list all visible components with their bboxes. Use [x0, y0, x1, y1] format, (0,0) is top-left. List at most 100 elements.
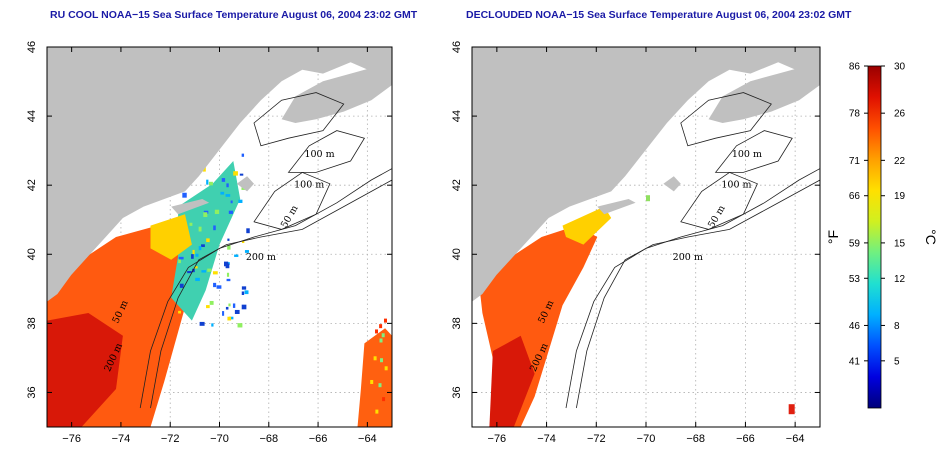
- bathymetry-contour: [565, 168, 820, 409]
- bathymetry-contour: [680, 171, 758, 230]
- sst-speckle: [182, 192, 187, 198]
- bathymetry-contour: [253, 92, 345, 147]
- lon-tick-label: −72: [161, 433, 180, 445]
- lon-tick-label: −72: [587, 433, 606, 445]
- sst-speckle: [230, 200, 233, 204]
- sst-speckle: [206, 179, 209, 185]
- lat-tick-label: 46: [451, 41, 463, 53]
- sst-speckle: [207, 268, 212, 272]
- sst-east-field: [357, 328, 392, 427]
- sst-hot-field: [489, 335, 535, 427]
- fahrenheit-tick-label: 41: [849, 356, 861, 367]
- sst-speckle: [381, 333, 385, 338]
- fahrenheit-tick-label: 66: [849, 191, 861, 202]
- sst-hot-field: [47, 313, 123, 427]
- bathymetry-contour: [714, 130, 793, 173]
- lon-tick-label: −76: [62, 433, 81, 445]
- sst-speckle: [241, 304, 247, 310]
- sst-speckle: [178, 258, 181, 264]
- sst-speckle: [232, 303, 236, 308]
- sst-speckle: [234, 254, 239, 257]
- sst-speckle: [178, 256, 184, 260]
- bathymetry-contour: [680, 92, 772, 147]
- sst-speckle: [202, 166, 206, 172]
- colorbar-gradient: [867, 65, 882, 409]
- fahrenheit-tick-label: 78: [849, 109, 861, 120]
- lat-tick-label: 44: [26, 110, 38, 122]
- contour-label: 100 m: [304, 149, 334, 160]
- sst-speckle: [227, 245, 231, 250]
- sst-speckle: [233, 171, 238, 176]
- sst-speckle: [194, 266, 198, 269]
- land-corner: [472, 47, 486, 78]
- celsius-tick-label: 15: [894, 238, 906, 249]
- lat-tick-label: 42: [26, 179, 38, 191]
- lat-tick-label: 36: [451, 386, 463, 398]
- sst-speckle: [226, 278, 231, 282]
- lat-tick-label: 38: [451, 317, 463, 329]
- sst-speckle: [213, 282, 217, 288]
- sst-speckle: [646, 195, 650, 202]
- land-long-island: [597, 199, 636, 215]
- sst-speckle: [234, 309, 240, 314]
- lon-tick-label: −68: [686, 433, 705, 445]
- celsius-tick-label: 22: [894, 156, 906, 167]
- lat-tick-label: 40: [26, 248, 38, 260]
- sst-speckle: [379, 324, 383, 329]
- fahrenheit-tick-label: 46: [849, 321, 861, 332]
- land-corner: [47, 47, 61, 78]
- contour-label: 100 m: [721, 180, 751, 191]
- land-mass: [472, 47, 820, 302]
- sst-speckle: [206, 238, 210, 243]
- sst-speckle: [241, 286, 247, 290]
- bathymetry-contour: [139, 168, 392, 409]
- lon-tick-label: −70: [637, 433, 656, 445]
- sst-speckle: [195, 277, 200, 282]
- sst-speckle: [198, 246, 202, 251]
- sst-speckle: [208, 181, 213, 186]
- sst-speckle: [379, 338, 383, 343]
- sst-speckle: [370, 379, 374, 384]
- celsius-unit-label: °C: [923, 229, 939, 245]
- celsius-tick-label: 19: [894, 191, 906, 202]
- sst-speckle: [201, 244, 205, 248]
- sst-speckle: [378, 383, 382, 388]
- sst-speckle: [382, 397, 386, 402]
- lat-tick-label: 40: [451, 248, 463, 260]
- celsius-tick-label: 5: [894, 356, 900, 367]
- sst-speckle: [246, 228, 250, 234]
- sst-speckle: [211, 323, 214, 327]
- sst-speckle: [226, 272, 230, 277]
- sst-mid-field: [150, 214, 192, 260]
- sst-speckle: [379, 358, 383, 363]
- lon-tick-label: −64: [358, 433, 377, 445]
- sst-speckle: [383, 318, 387, 323]
- fahrenheit-tick-label: 71: [849, 156, 861, 167]
- sst-speckle: [227, 316, 232, 321]
- lon-tick-label: −66: [309, 433, 328, 445]
- lon-tick-label: −68: [259, 433, 278, 445]
- fahrenheit-unit-label: °F: [825, 230, 841, 244]
- sst-speckle: [220, 191, 225, 195]
- land-nova-scotia: [708, 66, 820, 123]
- sst-speckle: [198, 226, 202, 232]
- sst-speckle: [375, 409, 379, 414]
- sst-speckle: [237, 323, 243, 328]
- temperature-colorbar: 86 30 78 26 71 22 66 19 59 15 53 12 46 8 41 5 °F °C: [825, 62, 939, 409]
- sst-speckle: [241, 240, 245, 244]
- sst-speckle: [238, 199, 243, 203]
- sst-speckle: [203, 212, 208, 218]
- sst-speckle: [241, 187, 246, 190]
- sst-speckle: [228, 303, 231, 307]
- sst-speckle: [225, 194, 231, 197]
- fahrenheit-tick-label: 59: [849, 238, 861, 249]
- sst-speckle: [179, 283, 184, 288]
- sst-speckle: [375, 329, 379, 334]
- land-long-island: [171, 199, 210, 215]
- sst-speckle: [209, 300, 214, 305]
- sst-speckle: [227, 238, 230, 241]
- land-cape-cod: [236, 176, 254, 192]
- contour-label: 100 m: [294, 180, 324, 191]
